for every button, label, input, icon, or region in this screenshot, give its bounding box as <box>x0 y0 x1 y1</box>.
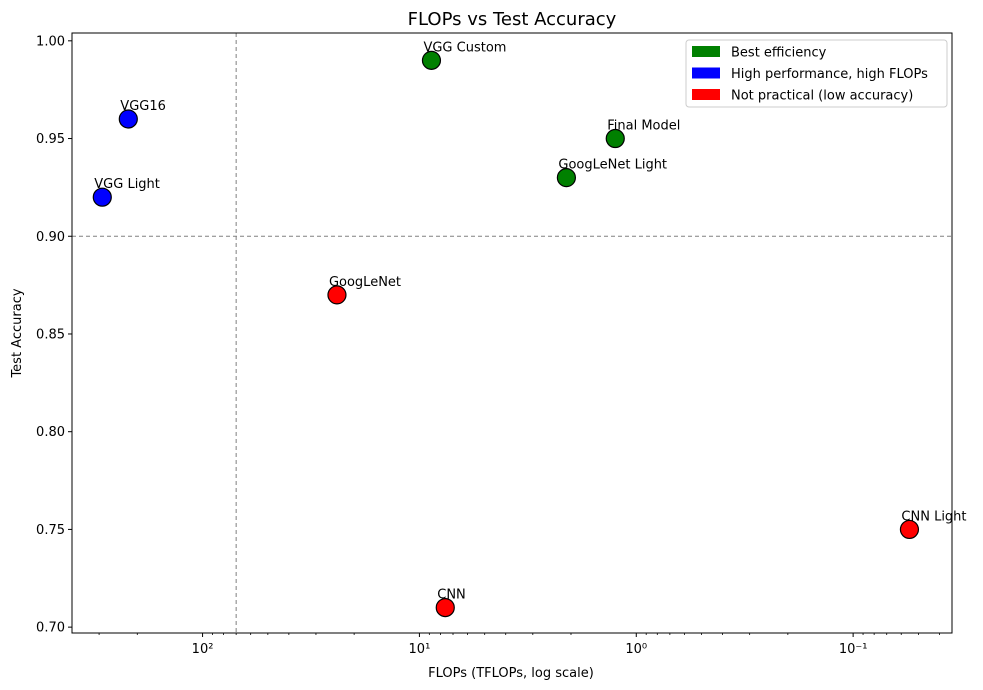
x-tick-label: 10¹ <box>409 642 431 657</box>
point-label: CNN <box>437 588 466 603</box>
point-label: VGG Custom <box>423 40 506 55</box>
data-point <box>556 168 576 188</box>
point-label: GoogLeNet <box>329 275 401 290</box>
y-tick-label: 0.70 <box>36 621 65 636</box>
data-point <box>899 519 920 540</box>
data-point <box>435 597 455 618</box>
plot-frame <box>71 32 953 634</box>
points-layer: VGG Custom VGG16 VGG Light Final Model GoogL… <box>92 40 967 618</box>
y-tick-label: 0.85 <box>36 327 65 342</box>
legend-label-bad: Not practical (low accuracy) <box>731 89 913 104</box>
data-point <box>327 285 347 305</box>
legend-swatch-bad <box>692 89 720 100</box>
data-point <box>421 50 442 70</box>
legend: Best efficiency High performance, high FL… <box>685 39 948 108</box>
legend-box <box>685 39 948 108</box>
y-tick-label: 1.00 <box>36 34 65 49</box>
point-label: Final Model <box>607 119 680 134</box>
reference-lines-layer <box>72 33 952 633</box>
chart-title: FLOPs vs Test Accuracy <box>408 9 617 30</box>
point-label: VGG Light <box>94 177 160 192</box>
legend-label-high: High performance, high FLOPs <box>731 67 928 82</box>
point-label: VGG16 <box>120 99 166 114</box>
x-tick-label: 10⁰ <box>625 642 647 657</box>
y-tick-label: 0.80 <box>36 425 65 440</box>
ticks-layer: 0.70 0.75 0.80 0.85 0.90 0.95 1.00 10² 10¹ 10⁰ 10⁻… <box>36 34 940 657</box>
x-tick-label: 10² <box>192 642 214 657</box>
legend-swatch-best <box>692 46 720 57</box>
y-tick-label: 0.90 <box>36 230 65 245</box>
legend-swatch-high <box>692 67 720 79</box>
data-point <box>605 128 625 149</box>
y-tick-label: 0.75 <box>36 523 65 538</box>
data-point <box>118 109 138 129</box>
x-tick-label: 10⁻¹ <box>839 642 868 657</box>
y-axis-label: Test Accuracy <box>10 288 25 378</box>
y-tick-label: 0.95 <box>36 132 65 147</box>
data-point <box>92 187 112 207</box>
point-label: GoogLeNet Light <box>558 158 667 173</box>
legend-label-best: Best efficiency <box>731 46 827 61</box>
point-label: CNN Light <box>901 509 966 524</box>
x-axis-label: FLOPs (TFLOPs, log scale) <box>428 666 594 681</box>
